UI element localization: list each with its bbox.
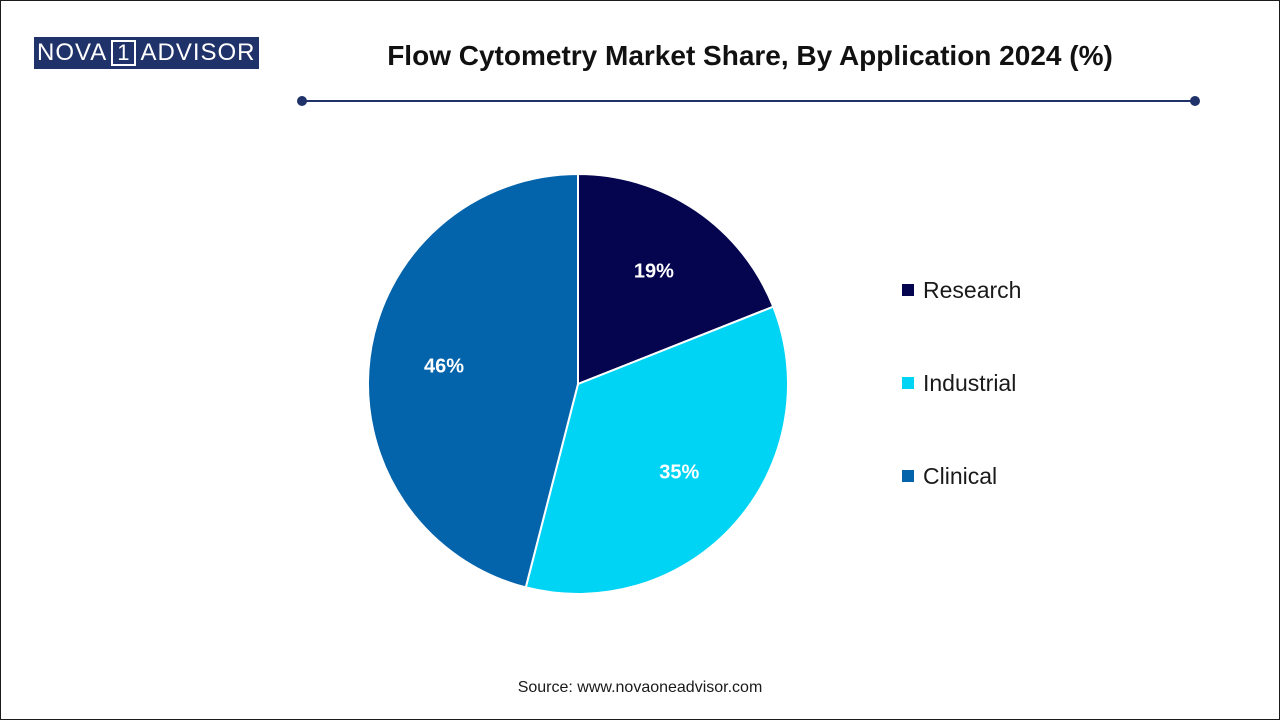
title-underline	[302, 100, 1196, 102]
data-label-industrial: 35%	[659, 462, 699, 484]
legend-item-research: Research	[902, 276, 1021, 304]
legend-item-clinical: Clinical	[902, 462, 1021, 490]
legend-label-industrial: Industrial	[923, 369, 1017, 396]
data-label-research: 19%	[634, 261, 674, 283]
title-underline-left-dot	[297, 96, 307, 106]
pie-slice-industrial	[524, 305, 789, 595]
legend-swatch-research	[902, 284, 914, 296]
source-note: Source: www.novaoneadvisor.com	[517, 679, 763, 696]
logo-text-left: NOVA	[37, 39, 108, 66]
chart-title: Flow Cytometry Market Share, By Applicat…	[387, 40, 1113, 71]
legend-label-research: Research	[923, 276, 1022, 303]
logo-text-right: ADVISOR	[140, 39, 256, 66]
pie-slice-research	[577, 172, 775, 386]
legend-item-industrial: Industrial	[902, 369, 1021, 397]
legend-label-clinical: Clinical	[923, 462, 998, 489]
pie-slice-clinical	[367, 172, 579, 589]
legend-swatch-clinical	[902, 470, 914, 482]
data-label-clinical: 46%	[424, 355, 464, 377]
nova-one-advisor-logo: NOVA 1 ADVISOR	[34, 37, 259, 69]
legend-swatch-industrial	[902, 377, 914, 389]
chart-legend: Research Industrial Clinical	[902, 276, 1021, 490]
title-underline-right-dot	[1190, 96, 1200, 106]
logo-number-box: 1	[111, 40, 137, 66]
